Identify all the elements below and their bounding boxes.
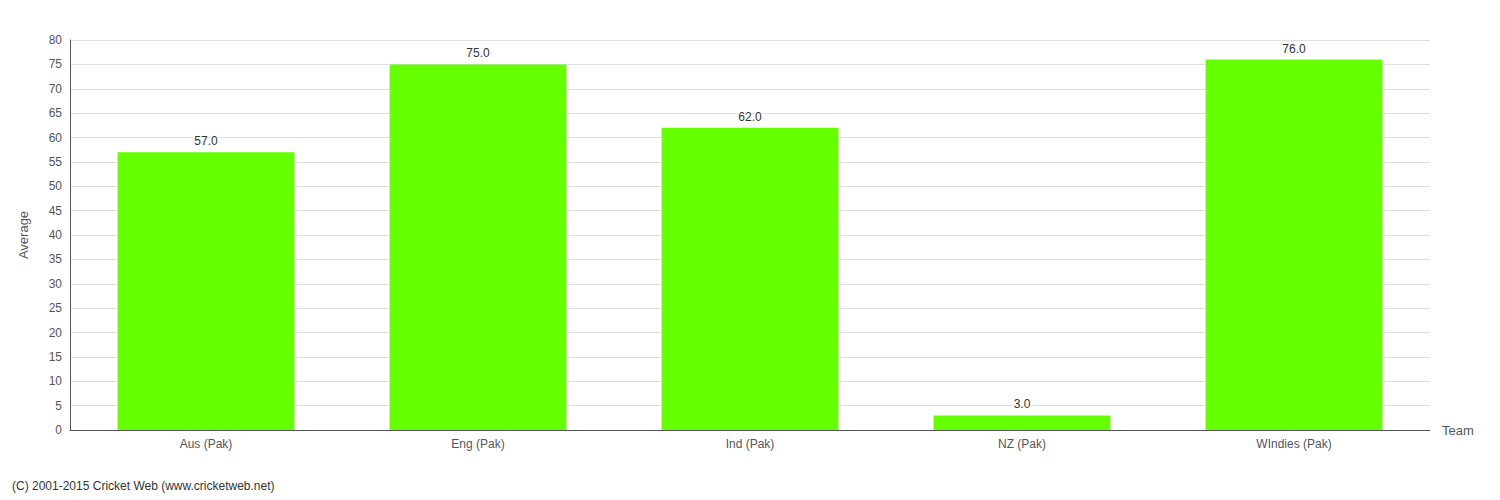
svg-text:40: 40 — [49, 228, 63, 242]
svg-text:Eng (Pak): Eng (Pak) — [451, 437, 504, 451]
svg-text:50: 50 — [49, 179, 63, 193]
svg-text:Team: Team — [1442, 423, 1474, 438]
svg-text:65: 65 — [49, 106, 63, 120]
svg-text:80: 80 — [49, 33, 63, 47]
svg-text:76.0: 76.0 — [1282, 42, 1306, 56]
svg-text:Average: Average — [16, 211, 31, 259]
svg-text:3.0: 3.0 — [1014, 397, 1031, 411]
svg-text:Ind (Pak): Ind (Pak) — [726, 437, 775, 451]
svg-text:55: 55 — [49, 155, 63, 169]
svg-text:WIndies (Pak): WIndies (Pak) — [1256, 437, 1331, 451]
svg-text:20: 20 — [49, 326, 63, 340]
svg-text:57.0: 57.0 — [194, 134, 218, 148]
svg-text:75.0: 75.0 — [466, 46, 490, 60]
svg-text:25: 25 — [49, 301, 63, 315]
svg-text:45: 45 — [49, 204, 63, 218]
svg-text:70: 70 — [49, 82, 63, 96]
svg-text:35: 35 — [49, 252, 63, 266]
svg-text:30: 30 — [49, 277, 63, 291]
svg-text:NZ (Pak): NZ (Pak) — [998, 437, 1046, 451]
svg-text:62.0: 62.0 — [738, 110, 762, 124]
svg-text:Aus (Pak): Aus (Pak) — [180, 437, 233, 451]
svg-text:0: 0 — [55, 423, 62, 437]
svg-text:10: 10 — [49, 374, 63, 388]
svg-text:(C) 2001-2015 Cricket Web (www: (C) 2001-2015 Cricket Web (www.cricketwe… — [12, 479, 275, 493]
svg-text:15: 15 — [49, 350, 63, 364]
svg-text:60: 60 — [49, 131, 63, 145]
svg-text:75: 75 — [49, 57, 63, 71]
svg-text:5: 5 — [55, 399, 62, 413]
